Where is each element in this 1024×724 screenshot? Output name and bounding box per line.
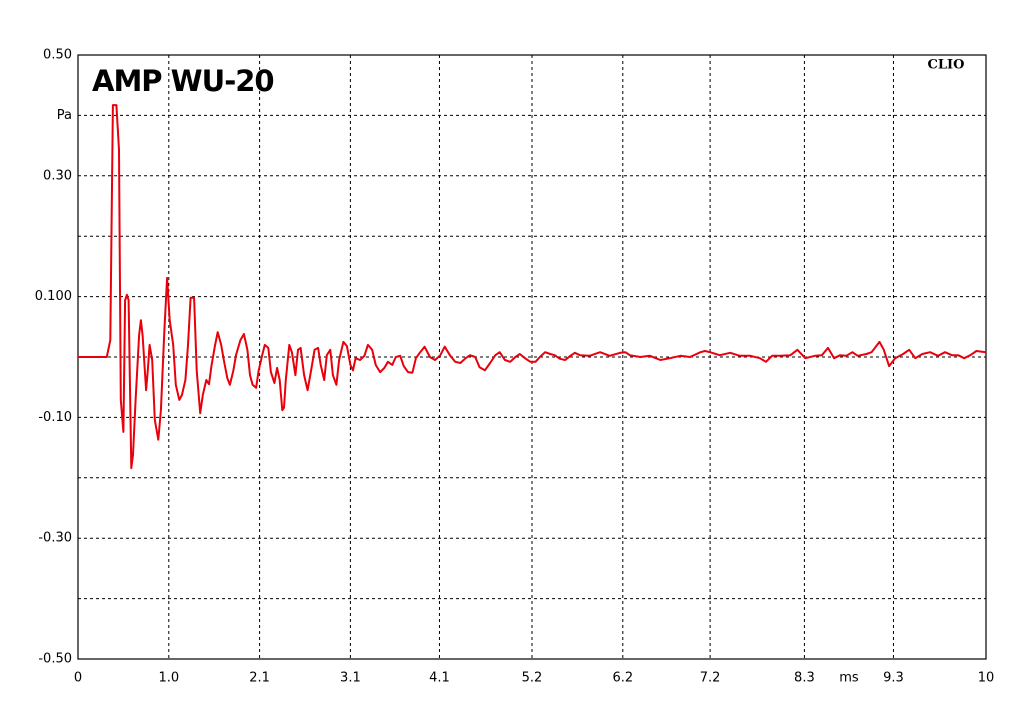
x-tick-label: 5.2 (522, 671, 543, 686)
y-tick-label: 0.100 (35, 289, 72, 304)
x-tick-label: 9.3 (883, 671, 904, 686)
y-tick-label: -0.50 (38, 652, 72, 667)
chart-title: AMP WU-20 (92, 64, 274, 98)
y-tick-label: 0.30 (43, 168, 72, 183)
y-axis-label: Pa (57, 108, 72, 123)
x-tick-label: 3.1 (340, 671, 361, 686)
x-axis-label: ms (839, 671, 859, 686)
logo: CLIO (928, 58, 965, 73)
x-tick-label: 10 (978, 671, 995, 686)
x-tick-label: 1.0 (158, 671, 179, 686)
x-tick-label: 7.2 (700, 671, 721, 686)
y-tick-label: 0.50 (43, 48, 72, 63)
x-tick-label: 6.2 (612, 671, 633, 686)
y-tick-label: -0.10 (38, 410, 72, 425)
x-tick-label: 0 (74, 671, 82, 686)
x-tick-label: 2.1 (249, 671, 270, 686)
x-tick-label: 8.3 (794, 671, 815, 686)
x-tick-label: 4.1 (429, 671, 450, 686)
y-tick-label: -0.30 (38, 531, 72, 546)
waveform (78, 104, 987, 470)
